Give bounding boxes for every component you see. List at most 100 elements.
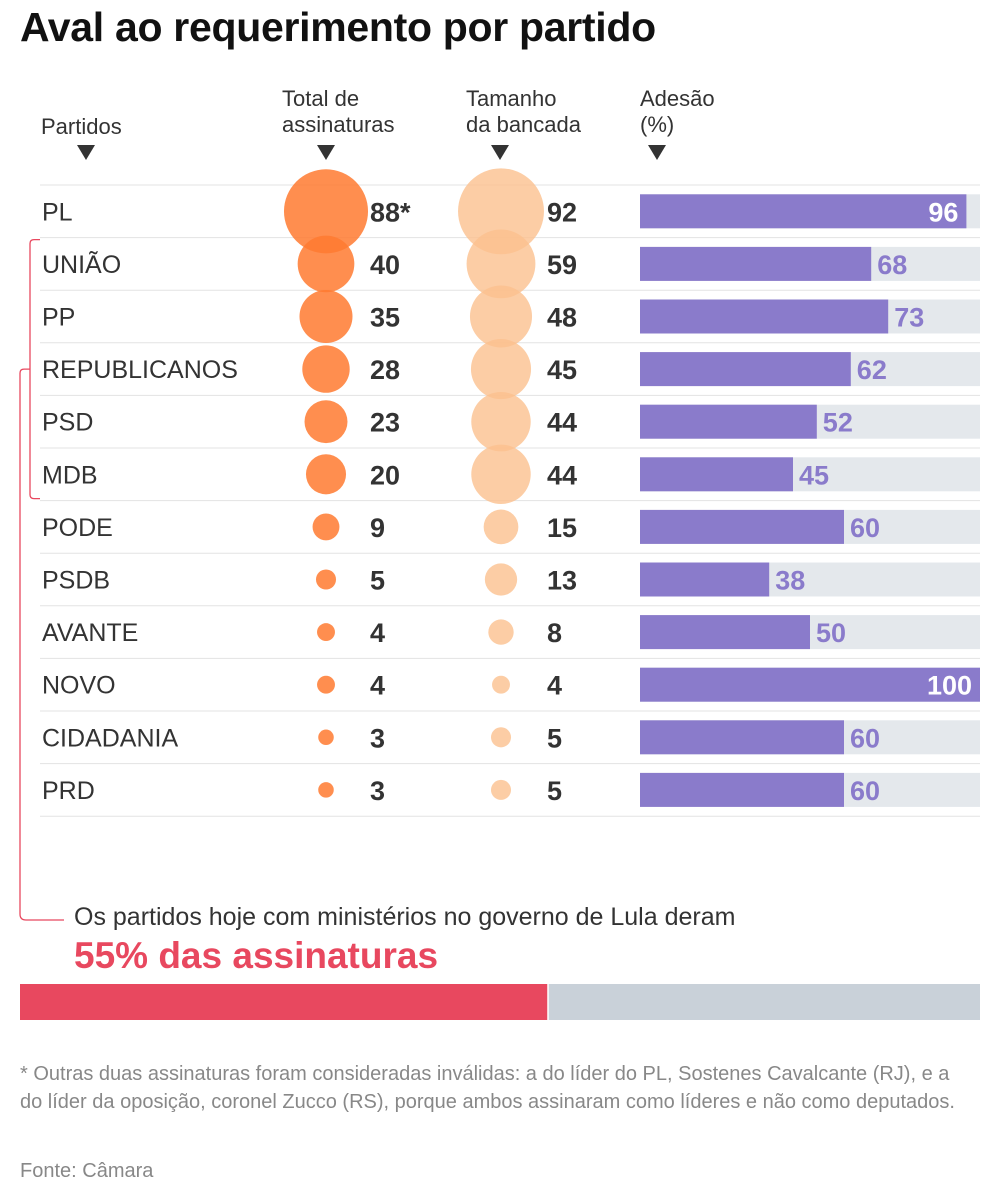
signatures-value: 9 [370, 513, 385, 543]
bench-value: 5 [547, 776, 562, 806]
signatures-circle [297, 235, 355, 293]
bracket [29, 238, 40, 500]
party-label: MDB [42, 461, 98, 489]
header-line: Tamanho [466, 86, 557, 111]
bench-value: 5 [547, 723, 562, 753]
adhesion-value: 50 [816, 618, 846, 648]
bench-circle [492, 675, 510, 694]
signatures-value: 3 [370, 776, 385, 806]
bench-value: 15 [547, 513, 577, 543]
adhesion-bar [640, 457, 793, 492]
adhesion-bar [640, 615, 810, 650]
bracket-connector [19, 368, 64, 921]
adhesion-bar [640, 404, 817, 439]
party-label: AVANTE [42, 619, 138, 647]
header-line: assinaturas [282, 112, 395, 137]
bench-value: 45 [547, 355, 577, 385]
bench-value: 59 [547, 250, 577, 280]
bench-circle [469, 285, 533, 348]
signatures-circle [318, 782, 334, 798]
signatures-value: 23 [370, 408, 400, 438]
footnote: * Outras duas assinaturas foram consider… [20, 1063, 955, 1113]
header-line: (%) [640, 112, 675, 137]
signatures-circle [312, 513, 340, 541]
adhesion-bar [640, 509, 844, 544]
bench-circle [458, 168, 544, 255]
signatures-value: 35 [370, 303, 400, 333]
signatures-value: 20 [370, 460, 400, 490]
bench-circle [470, 339, 532, 400]
signatures-circle [302, 345, 350, 393]
bench-circle [471, 391, 531, 452]
party-label: PP [42, 304, 75, 332]
adhesion-value: 60 [850, 513, 880, 543]
party-label: PODE [42, 514, 113, 542]
down-triangle-icon [648, 145, 666, 160]
summary-text: Os partidos hoje com ministérios no gove… [74, 903, 736, 931]
signatures-circle [299, 289, 353, 344]
adhesion-bar [640, 299, 889, 334]
summary-bar-fill [20, 984, 548, 1020]
signatures-value: 4 [370, 618, 385, 648]
signatures-value: 4 [370, 671, 385, 701]
adhesion-bar [640, 667, 980, 702]
bench-value: 44 [547, 408, 577, 438]
bench-circle [490, 779, 512, 800]
party-label: NOVO [42, 672, 116, 700]
adhesion-value: 45 [799, 460, 829, 490]
party-label: PRD [42, 777, 95, 805]
header-party: Partidos [41, 114, 122, 139]
signatures-value: 28 [370, 355, 400, 385]
party-label: REPUBLICANOS [42, 356, 238, 384]
signatures-circle [318, 729, 334, 746]
header-line: Adesão [640, 86, 715, 111]
adhesion-bar [640, 246, 872, 281]
signatures-value: 40 [370, 250, 400, 280]
bench-value: 44 [547, 460, 577, 490]
header-line: da bancada [466, 112, 581, 137]
adhesion-bar [640, 194, 967, 229]
source: Fonte: Câmara [20, 1160, 154, 1182]
adhesion-value: 60 [850, 723, 880, 753]
bench-circle [483, 509, 519, 545]
adhesion-value: 52 [823, 408, 853, 438]
header-line: Total de [282, 86, 360, 111]
adhesion-value: 100 [927, 671, 972, 701]
bench-circle [466, 229, 536, 299]
header-bench: Tamanho da bancada [466, 86, 581, 138]
bench-value: 8 [547, 618, 562, 648]
signatures-value: 88* [370, 197, 411, 227]
signatures-circle [315, 569, 337, 590]
adhesion-value: 96 [928, 197, 958, 227]
header-adhesion: Adesão (%) [640, 86, 715, 138]
adhesion-value: 73 [894, 303, 924, 333]
signatures-circle [305, 454, 347, 495]
party-label: UNIÃO [42, 250, 121, 279]
signatures-value: 3 [370, 723, 385, 753]
party-label: CIDADANIA [42, 724, 178, 752]
bench-value: 92 [547, 197, 577, 227]
adhesion-bar [640, 562, 770, 597]
bench-circle [490, 727, 512, 748]
bench-value: 4 [547, 671, 562, 701]
down-triangle-icon [491, 145, 509, 160]
signatures-circle [317, 623, 335, 642]
bench-circle [484, 563, 518, 596]
signatures-circle [317, 675, 335, 694]
bench-circle [488, 619, 514, 645]
summary-highlight: 55% das assinaturas [74, 935, 439, 976]
adhesion-value: 62 [857, 355, 887, 385]
party-label: PL [42, 198, 73, 226]
adhesion-bar [640, 720, 844, 755]
adhesion-value: 60 [850, 776, 880, 806]
signatures-circle [304, 400, 348, 444]
chart-title: Aval ao requerimento por partido [20, 4, 656, 50]
party-label: PSDB [42, 567, 110, 595]
adhesion-value: 38 [775, 566, 805, 596]
adhesion-value: 68 [877, 250, 907, 280]
bench-circle [471, 444, 531, 505]
bench-value: 13 [547, 566, 577, 596]
signatures-value: 5 [370, 566, 385, 596]
